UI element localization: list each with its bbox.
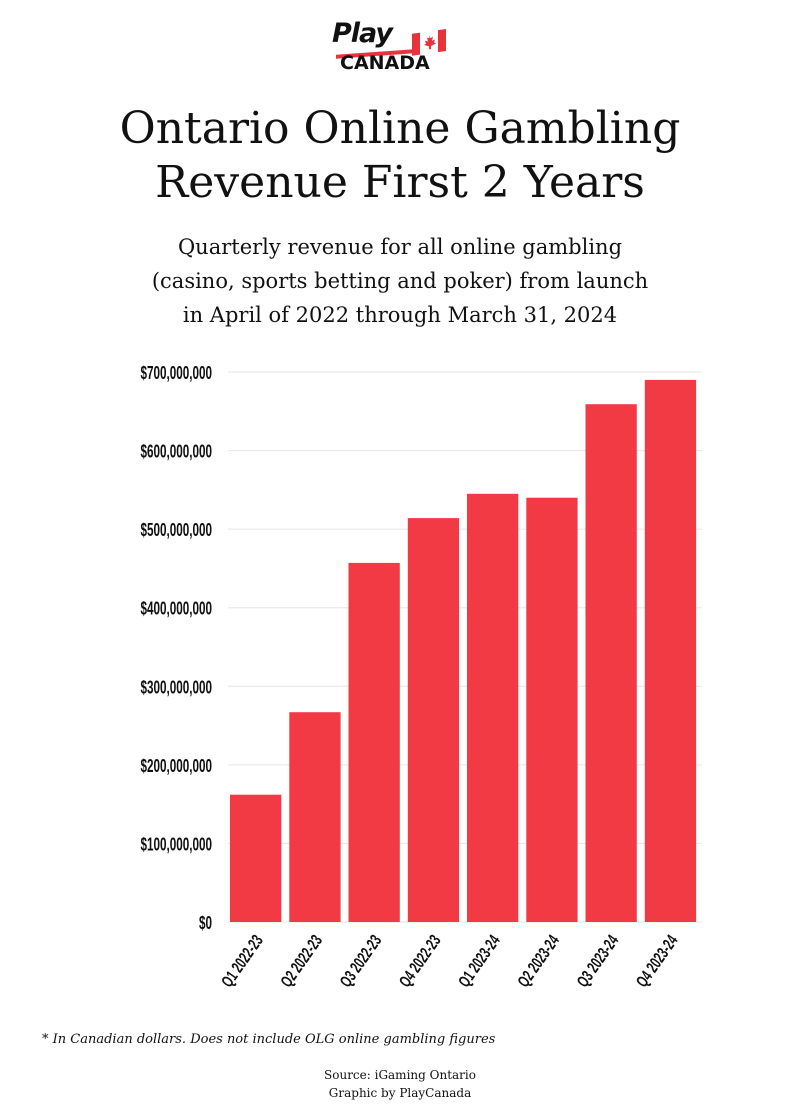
x-tick-label: Q1 2022-23 — [218, 932, 267, 991]
logo-canada-text: CANADA — [340, 52, 430, 74]
chart-subtitle-line-2: (casino, sports betting and poker) from … — [151, 269, 649, 293]
credit-line: Graphic by PlayCanada — [328, 1086, 472, 1100]
chart-title: Ontario Online Gambling Revenue First 2 … — [0, 102, 800, 210]
y-tick-label: $100,000,000 — [141, 835, 213, 855]
chart-title-line-2: Revenue First 2 Years — [155, 157, 645, 208]
chart-subtitle-line-3: in April of 2022 through March 31, 2024 — [182, 303, 618, 327]
bar — [467, 493, 519, 922]
bar — [230, 794, 282, 922]
chart-subtitle: Quarterly revenue for all online gamblin… — [0, 230, 800, 332]
y-tick-label: $400,000,000 — [141, 599, 213, 619]
maple-leaf-flag-icon — [412, 28, 446, 56]
bar — [526, 497, 578, 922]
source-line: Source: iGaming Ontario — [324, 1068, 476, 1082]
x-tick-label: Q4 2022-23 — [396, 932, 445, 991]
x-tick-label: Q3 2022-23 — [337, 932, 386, 991]
bar — [585, 404, 637, 922]
y-tick-label: $300,000,000 — [141, 678, 213, 698]
x-tick-label: Q2 2023-24 — [514, 932, 563, 991]
playcanada-logo: Play CANADA — [326, 18, 456, 78]
bar — [407, 518, 460, 922]
source-credit: Source: iGaming Ontario Graphic by PlayC… — [0, 1066, 800, 1102]
y-tick-label: $700,000,000 — [141, 363, 213, 383]
x-tick-label: Q2 2022-23 — [277, 932, 326, 991]
logo-play-text: Play — [332, 18, 393, 49]
y-tick-label: $200,000,000 — [141, 756, 213, 776]
x-tick-label: Q1 2023-24 — [455, 932, 504, 991]
bar-chart: $0 $100,000,000 $200,000,000 $300,000,000 $4… — [141, 363, 702, 991]
x-tick-label: Q4 2023-24 — [633, 932, 682, 991]
y-tick-label: $0 — [199, 913, 212, 933]
chart-title-line-1: Ontario Online Gambling — [119, 103, 681, 154]
footnote: * In Canadian dollars. Does not include … — [42, 1032, 496, 1047]
bar — [348, 562, 400, 922]
bar — [644, 379, 697, 922]
y-tick-label: $600,000,000 — [141, 442, 213, 462]
y-tick-label: $500,000,000 — [141, 521, 213, 541]
x-tick-label: Q3 2023-24 — [574, 932, 623, 991]
chart-subtitle-line-1: Quarterly revenue for all online gamblin… — [177, 235, 623, 259]
bar — [289, 712, 341, 922]
